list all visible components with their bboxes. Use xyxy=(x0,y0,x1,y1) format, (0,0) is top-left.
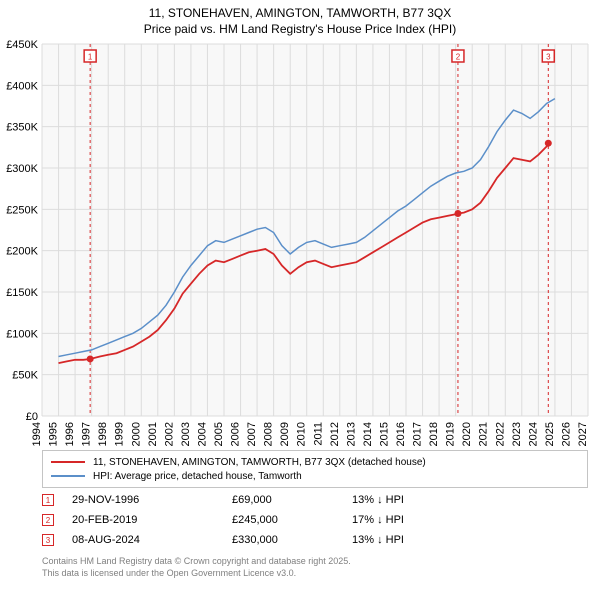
transaction-price: £245,000 xyxy=(232,514,352,526)
transaction-date: 29-NOV-1996 xyxy=(72,494,232,506)
xtick-label: 2026 xyxy=(560,422,572,446)
legend-label: HPI: Average price, detached house, Tamw… xyxy=(93,471,302,482)
series-property xyxy=(59,143,549,363)
xtick-label: 1997 xyxy=(81,422,93,446)
ytick-label: £250K xyxy=(6,204,38,216)
transaction-point xyxy=(545,140,552,147)
transaction-marker-num: 1 xyxy=(88,53,93,62)
transaction-price: £69,000 xyxy=(232,494,352,506)
transaction-marker-num: 3 xyxy=(546,53,551,62)
legend: 11, STONEHAVEN, AMINGTON, TAMWORTH, B77 … xyxy=(42,450,588,488)
legend-swatch xyxy=(51,475,85,477)
chart-svg: £0 £50K £100K £150K £200K £250K £300K £350K £400… xyxy=(0,0,600,460)
xtick-label: 2021 xyxy=(478,422,490,446)
ytick-label: £300K xyxy=(6,163,38,175)
transaction-point xyxy=(454,210,461,217)
ytick-label: £150K xyxy=(6,287,38,299)
legend-item: HPI: Average price, detached house, Tamw… xyxy=(51,469,579,483)
xtick-label: 1999 xyxy=(114,422,126,446)
xtick-label: 2014 xyxy=(362,422,374,446)
xtick-label: 2012 xyxy=(329,422,341,446)
xtick-label: 2018 xyxy=(428,422,440,446)
transaction-row: 1 29-NOV-1996£69,00013% ↓ HPI xyxy=(42,490,588,510)
legend-item: 11, STONEHAVEN, AMINGTON, TAMWORTH, B77 … xyxy=(51,455,579,469)
legend-label: 11, STONEHAVEN, AMINGTON, TAMWORTH, B77 … xyxy=(93,457,426,468)
xtick-label: 2022 xyxy=(494,422,506,446)
xtick-label: 1994 xyxy=(31,422,43,446)
ytick-label: £200K xyxy=(6,246,38,258)
footer-line-2: This data is licensed under the Open Gov… xyxy=(42,568,588,580)
transaction-date: 20-FEB-2019 xyxy=(72,514,232,526)
ytick-label: £350K xyxy=(6,122,38,134)
xtick-label: 2002 xyxy=(163,422,175,446)
xtick-label: 2025 xyxy=(544,422,556,446)
transaction-pct: 13% ↓ HPI xyxy=(352,534,472,546)
transaction-row-marker: 3 xyxy=(42,534,54,546)
ytick-label: £0 xyxy=(26,411,38,423)
xtick-label: 2005 xyxy=(213,422,225,446)
xtick-label: 2013 xyxy=(345,422,357,446)
xtick-label: 2010 xyxy=(296,422,308,446)
xtick-label: 2009 xyxy=(279,422,291,446)
ytick-label: £400K xyxy=(6,80,38,92)
xtick-label: 2019 xyxy=(445,422,457,446)
transaction-row: 2 20-FEB-2019£245,00017% ↓ HPI xyxy=(42,510,588,530)
transaction-pct: 17% ↓ HPI xyxy=(352,514,472,526)
xtick-label: 2016 xyxy=(395,422,407,446)
chart-container: 11, STONEHAVEN, AMINGTON, TAMWORTH, B77 … xyxy=(0,0,600,590)
xtick-label: 2015 xyxy=(378,422,390,446)
transaction-date: 08-AUG-2024 xyxy=(72,534,232,546)
transaction-point xyxy=(87,355,94,362)
xtick-label: 2023 xyxy=(511,422,523,446)
xtick-label: 2008 xyxy=(263,422,275,446)
xtick-label: 2024 xyxy=(527,422,539,446)
transaction-row-marker: 1 xyxy=(42,494,54,506)
xtick-label: 2003 xyxy=(180,422,192,446)
xtick-label: 2001 xyxy=(147,422,159,446)
ytick-label: £100K xyxy=(6,328,38,340)
transaction-pct: 13% ↓ HPI xyxy=(352,494,472,506)
transaction-price: £330,000 xyxy=(232,534,352,546)
xtick-label: 2020 xyxy=(461,422,473,446)
xtick-label: 2000 xyxy=(130,422,142,446)
transaction-row: 3 08-AUG-2024£330,00013% ↓ HPI xyxy=(42,530,588,550)
xtick-label: 2006 xyxy=(230,422,242,446)
footer-line-1: Contains HM Land Registry data © Crown c… xyxy=(42,556,588,568)
xtick-label: 2004 xyxy=(196,422,208,446)
xtick-label: 2011 xyxy=(312,422,324,446)
ytick-label: £450K xyxy=(6,39,38,51)
transaction-marker-num: 2 xyxy=(456,53,461,62)
legend-swatch xyxy=(51,461,85,463)
ytick-label: £50K xyxy=(12,370,38,382)
transaction-row-marker: 2 xyxy=(42,514,54,526)
xtick-label: 2007 xyxy=(246,422,258,446)
xtick-label: 1998 xyxy=(97,422,109,446)
xtick-label: 1995 xyxy=(48,422,60,446)
xtick-label: 1996 xyxy=(64,422,76,446)
transactions-table: 129-NOV-1996£69,00013% ↓ HPI220-FEB-2019… xyxy=(42,490,588,550)
xtick-label: 2017 xyxy=(412,422,424,446)
xtick-label: 2027 xyxy=(577,422,589,446)
footer-attribution: Contains HM Land Registry data © Crown c… xyxy=(42,556,588,579)
